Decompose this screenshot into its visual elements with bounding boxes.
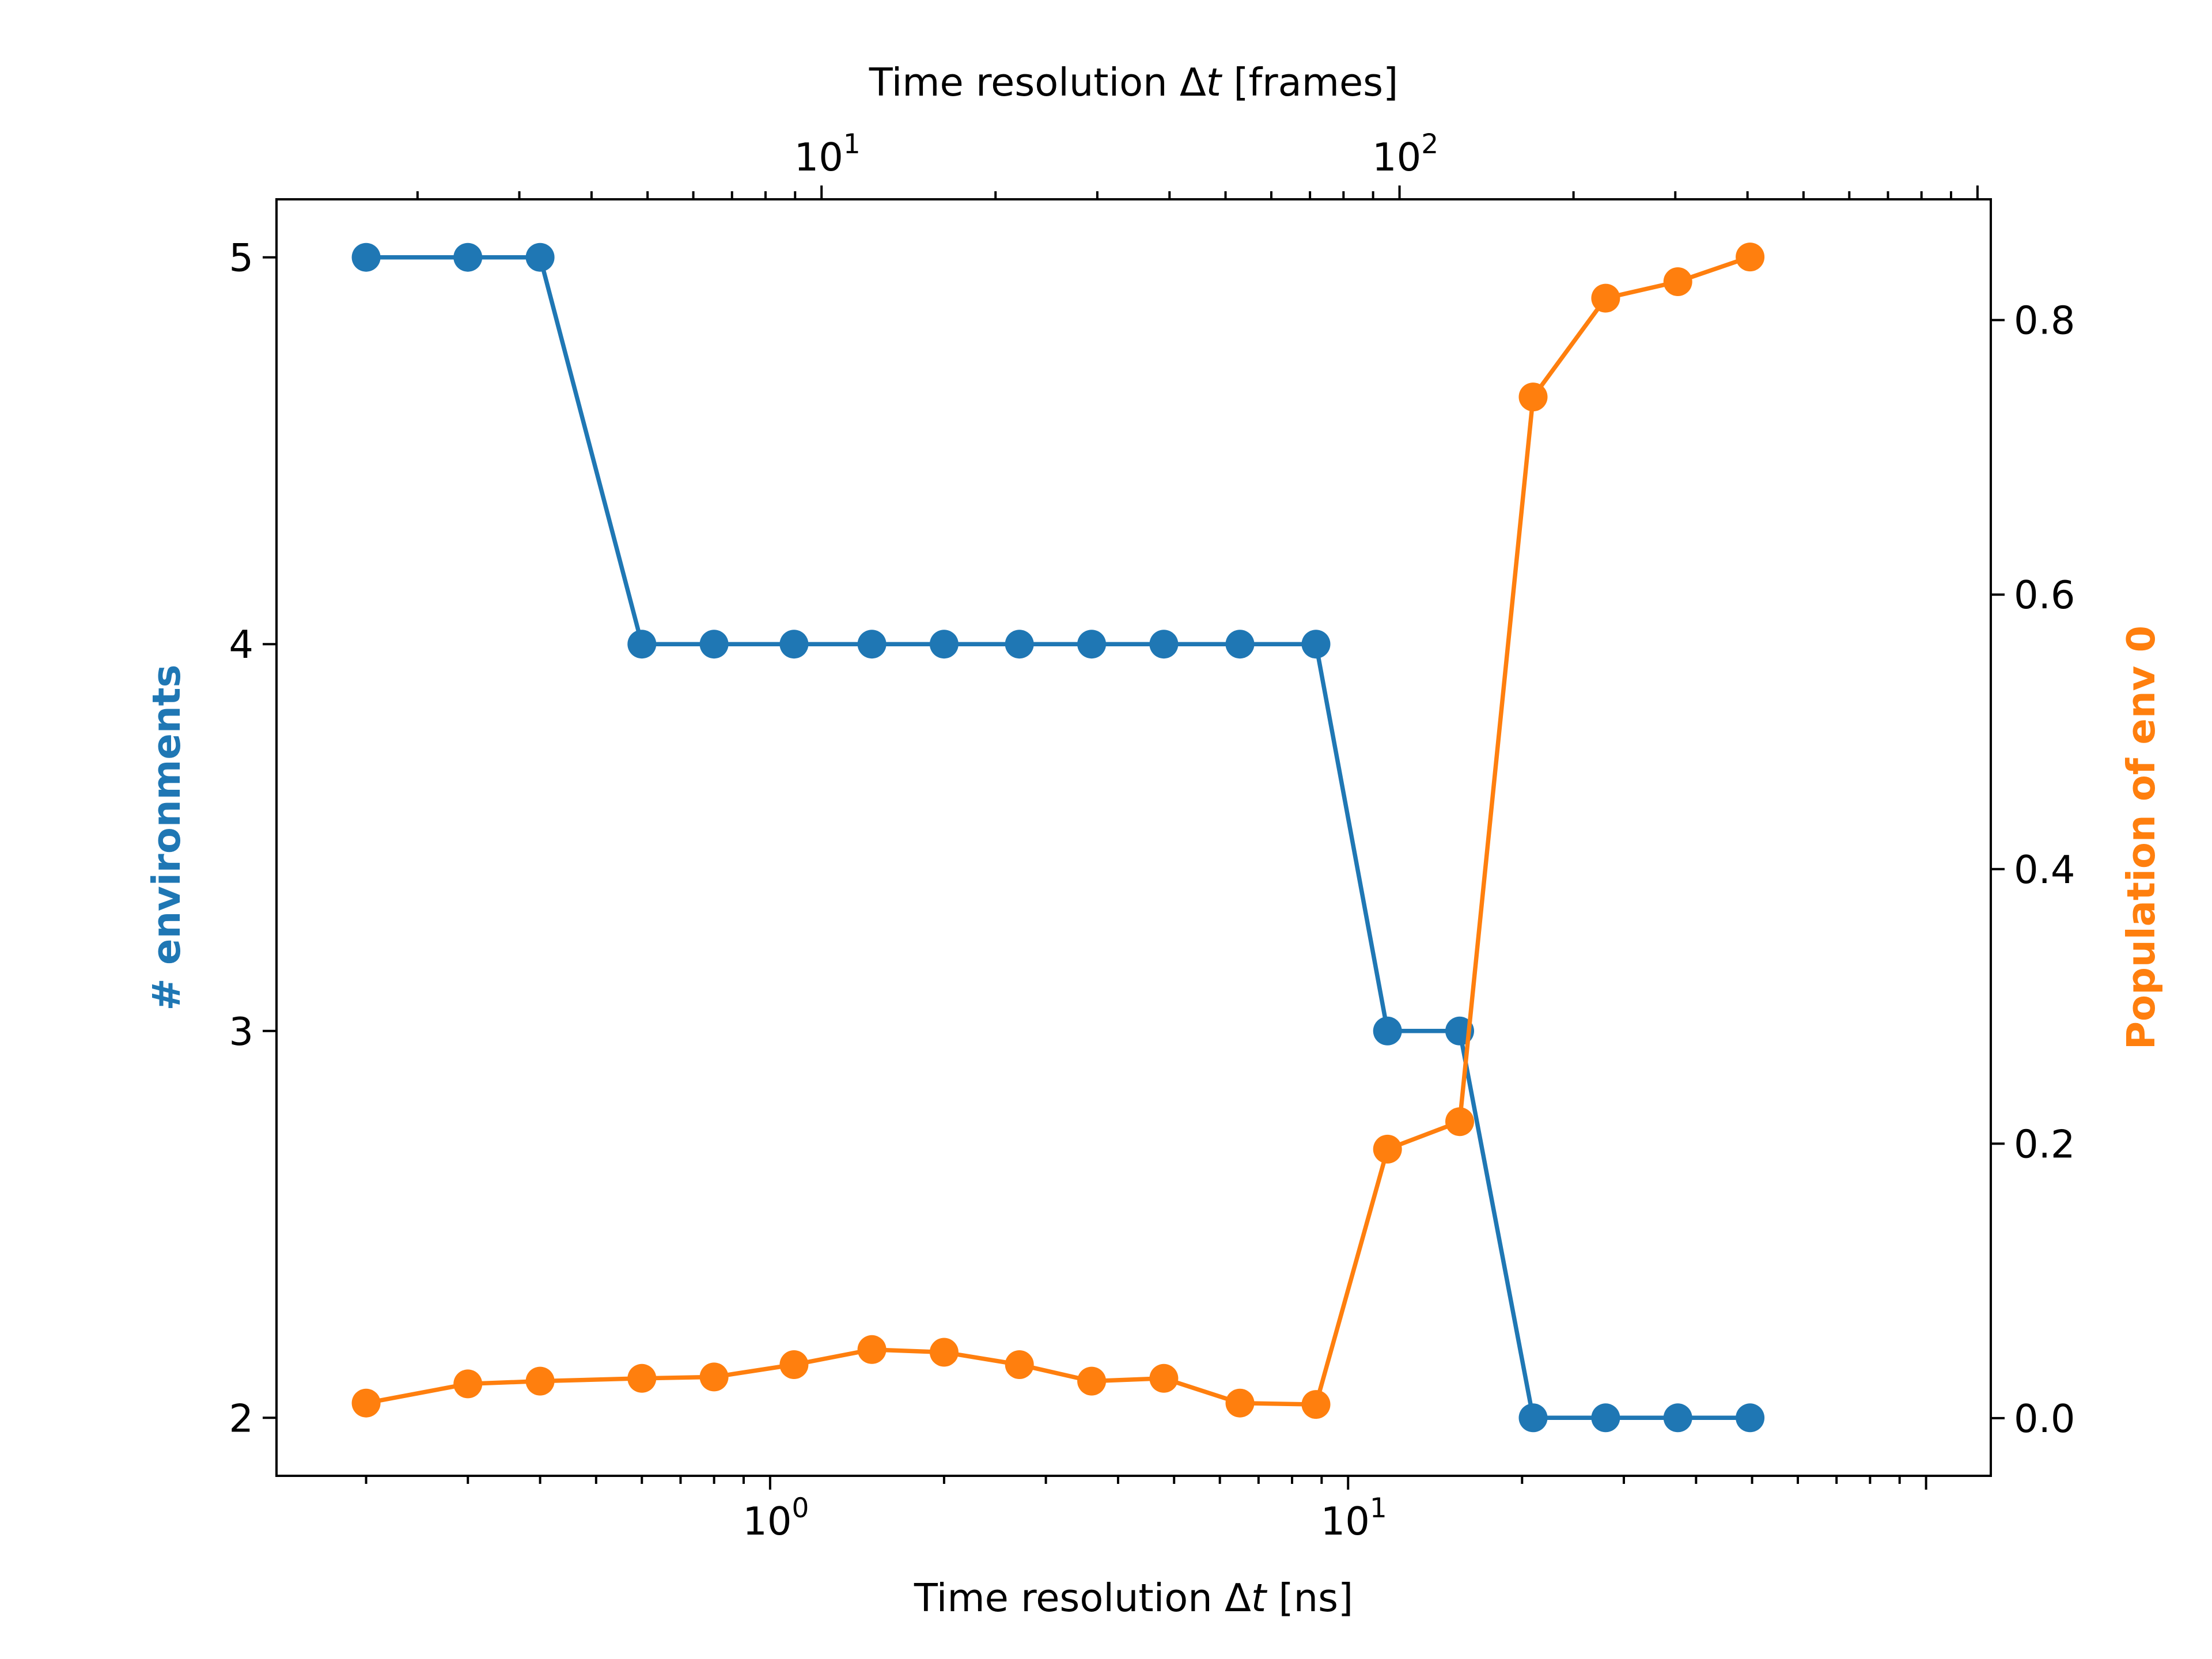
- y-left-tick-label: 3: [229, 1009, 253, 1054]
- data-point: [453, 243, 483, 272]
- data-point: [1149, 1363, 1179, 1393]
- y-right-tick-label: 0.6: [2014, 573, 2075, 618]
- data-point: [1005, 630, 1034, 659]
- data-point: [1225, 630, 1255, 659]
- data-point: [1373, 1134, 1402, 1164]
- y-left-tick-label: 4: [229, 622, 253, 667]
- x-axis-title-top: Time resolution Δt [frames]: [869, 60, 1398, 105]
- data-point: [627, 630, 657, 659]
- data-point: [1518, 1403, 1548, 1433]
- data-point: [525, 243, 555, 272]
- y-right-tick-label: 0.2: [2014, 1122, 2075, 1166]
- data-point: [699, 1362, 729, 1392]
- y-right-tick-label: 0.8: [2014, 298, 2075, 343]
- data-point: [779, 630, 809, 659]
- plot-frame: [275, 198, 1992, 1477]
- y-axis-title-left: # environments: [144, 665, 189, 1011]
- data-point: [1225, 1388, 1255, 1418]
- data-point: [1518, 382, 1548, 412]
- y-left-tick-label: 5: [229, 236, 253, 281]
- data-point: [1591, 1403, 1620, 1433]
- data-point: [1077, 1366, 1107, 1396]
- data-point: [1736, 243, 1765, 272]
- data-point: [351, 243, 381, 272]
- y-axis-title-right: Population of env 0: [2119, 626, 2164, 1050]
- data-point: [1663, 1403, 1692, 1433]
- y-right-tick-label: 0.0: [2014, 1396, 2075, 1441]
- data-point: [857, 1335, 887, 1364]
- data-point: [929, 630, 959, 659]
- x-tick-label-bottom: 100: [743, 1493, 809, 1544]
- data-point: [1591, 283, 1620, 313]
- data-point: [1077, 630, 1107, 659]
- data-point: [929, 1338, 959, 1367]
- data-point: [779, 1350, 809, 1379]
- x-axis-title-bottom: Time resolution Δt [ns]: [914, 1575, 1353, 1620]
- data-point: [1301, 630, 1331, 659]
- data-point: [525, 1366, 555, 1396]
- data-point: [1005, 1350, 1034, 1379]
- data-point: [1736, 1403, 1765, 1433]
- series-environments: [351, 243, 1765, 1433]
- data-point: [351, 1388, 381, 1418]
- data-point: [627, 1363, 657, 1393]
- y-right-tick-label: 0.4: [2014, 847, 2075, 892]
- x-tick-label-bottom: 101: [1321, 1493, 1387, 1544]
- y-left-tick-label: 2: [229, 1396, 253, 1441]
- series-population: [351, 243, 1765, 1419]
- x-tick-label-top: 101: [794, 128, 861, 180]
- data-point: [1373, 1016, 1402, 1046]
- data-point: [1149, 630, 1179, 659]
- data-point: [1445, 1107, 1474, 1137]
- data-point: [453, 1369, 483, 1399]
- x-tick-label-top: 102: [1372, 128, 1438, 180]
- data-point: [699, 630, 729, 659]
- data-point: [1301, 1390, 1331, 1419]
- data-point: [1663, 267, 1692, 296]
- data-point: [857, 630, 887, 659]
